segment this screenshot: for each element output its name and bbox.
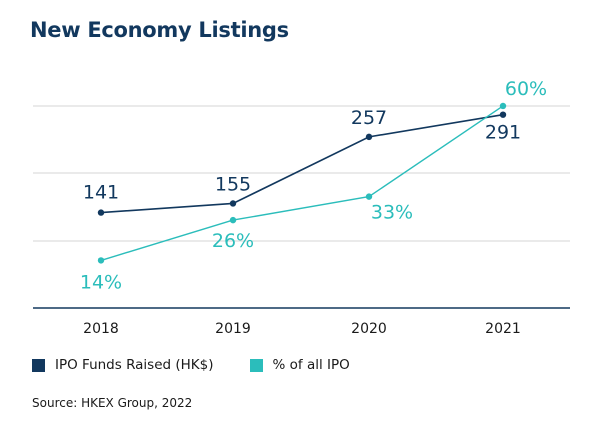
data-label-funds-2021: 291 (485, 122, 521, 144)
legend-label-funds: IPO Funds Raised (HK$) (55, 357, 214, 373)
data-point-funds-2020 (365, 133, 373, 141)
data-point-pct-2020 (365, 193, 373, 200)
chart-title: New Economy Listings (30, 18, 289, 42)
x-tick-label-2018: 2018 (83, 321, 119, 337)
data-point-pct-2018 (97, 257, 105, 264)
data-point-funds-2018 (97, 209, 105, 216)
data-label-funds-2020: 257 (351, 107, 387, 129)
legend-swatch-funds (32, 358, 45, 372)
x-tick-label-2019: 2019 (215, 321, 251, 337)
data-point-pct-2021 (499, 102, 507, 110)
legend-label-pct: % of all IPO (272, 357, 350, 373)
x-tick-label-2021: 2021 (485, 321, 521, 337)
legend-swatch-pct (249, 358, 263, 372)
legend-item-pct: % of all IPO (249, 357, 350, 373)
data-point-funds-2021 (499, 111, 507, 118)
data-label-funds-2019: 155 (215, 173, 251, 195)
data-point-funds-2019 (229, 200, 237, 207)
data-label-pct-2021: 60% (505, 78, 547, 100)
chart-legend: IPO Funds Raised (HK$) % of all IPO (32, 357, 386, 373)
data-point-pct-2019 (229, 216, 237, 224)
x-tick-label-2020: 2020 (351, 321, 387, 337)
data-label-pct-2020: 33% (371, 202, 413, 224)
legend-item-funds: IPO Funds Raised (HK$) (32, 357, 214, 373)
series-line-pct (100, 105, 504, 262)
data-label-pct-2019: 26% (212, 230, 254, 252)
data-label-pct-2018: 14% (80, 271, 122, 293)
series-line-funds (100, 113, 504, 214)
chart-source-note: Source: HKEX Group, 2022 (32, 396, 193, 410)
data-label-funds-2018: 141 (83, 182, 119, 204)
